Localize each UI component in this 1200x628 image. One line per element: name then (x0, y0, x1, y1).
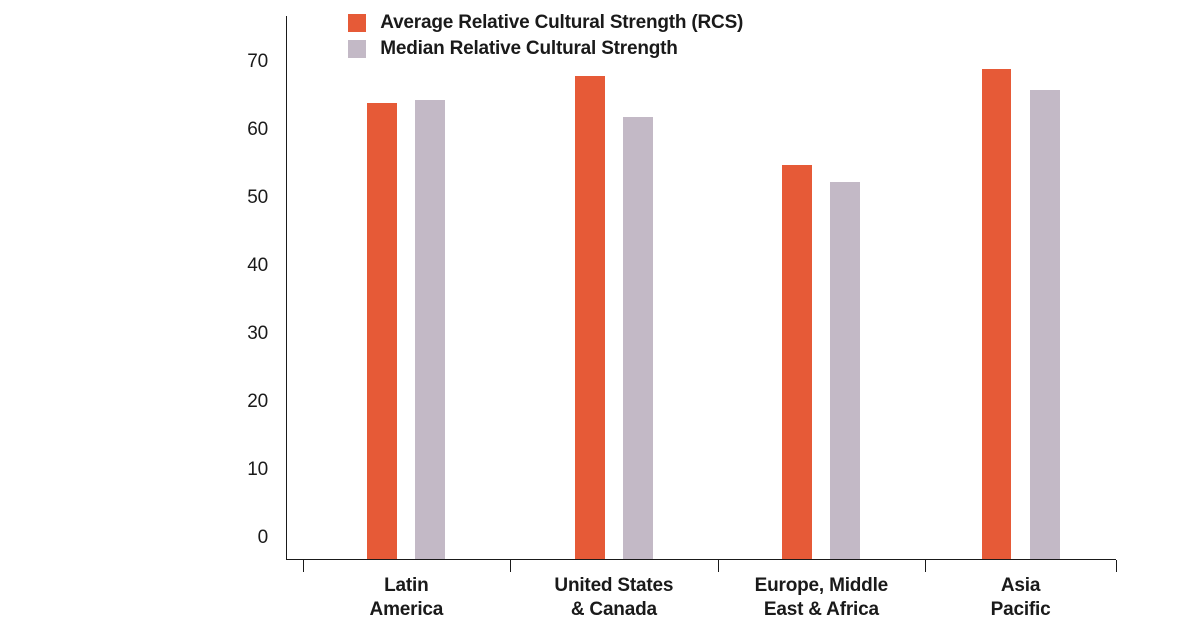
legend-label: Median Relative Cultural Strength (380, 38, 677, 60)
bar (575, 76, 605, 559)
y-tick-label: 70 (247, 51, 286, 73)
plot-area: Average Relative Cultural Strength (RCS)… (286, 16, 1116, 560)
y-tick-label: 60 (247, 119, 286, 141)
y-tick-label: 20 (247, 391, 286, 413)
bar (830, 182, 860, 559)
rcs-bar-chart: Average Relative Cultural Strength (RCS)… (0, 0, 1200, 628)
x-separator (510, 560, 511, 572)
legend-label: Average Relative Cultural Strength (RCS) (380, 12, 743, 34)
legend-swatch (348, 40, 366, 58)
bar (415, 100, 445, 559)
x-tick-label: United States & Canada (554, 574, 673, 622)
y-tick-label: 30 (247, 323, 286, 345)
x-separator (718, 560, 719, 572)
y-tick-label: 40 (247, 255, 286, 277)
legend: Average Relative Cultural Strength (RCS)… (348, 10, 743, 62)
y-tick-label: 0 (258, 527, 286, 549)
x-axis (286, 559, 1116, 560)
y-axis (286, 16, 287, 560)
y-tick-label: 10 (247, 459, 286, 481)
legend-item: Average Relative Cultural Strength (RCS) (348, 10, 743, 36)
y-tick-label: 50 (247, 187, 286, 209)
x-tick-label: Latin America (370, 574, 444, 622)
x-tick-label: Asia Pacific (973, 574, 1068, 622)
x-separator (1116, 560, 1117, 572)
legend-item: Median Relative Cultural Strength (348, 36, 743, 62)
x-tick-label: Europe, Middle East & Africa (755, 574, 888, 622)
legend-swatch (348, 14, 366, 32)
bar (1030, 90, 1060, 559)
x-separator (925, 560, 926, 572)
y-tick-label: 80 (247, 0, 286, 5)
bar (367, 103, 397, 559)
bar (982, 69, 1012, 559)
bar (782, 165, 812, 559)
x-separator (303, 560, 304, 572)
bar (623, 117, 653, 559)
